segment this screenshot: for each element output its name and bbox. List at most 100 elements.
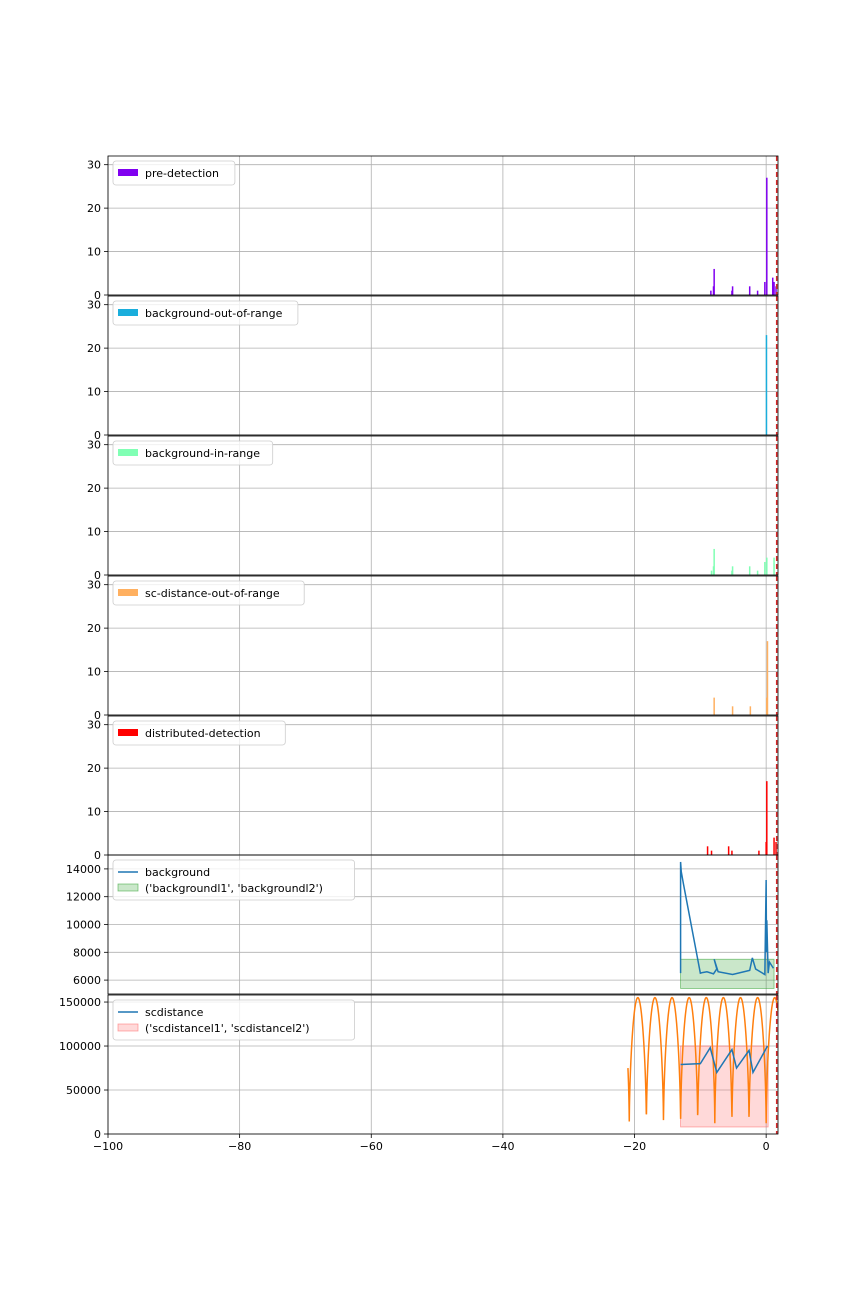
legend-swatch (118, 729, 138, 736)
y-tick-label: 0 (94, 1128, 101, 1141)
y-tick-label: 10 (87, 666, 101, 679)
bar (748, 286, 751, 295)
y-tick-label: 30 (87, 719, 101, 732)
bar (710, 570, 713, 575)
y-tick-label: 6000 (73, 974, 101, 987)
axes-frame (107, 295, 779, 436)
bar (775, 286, 777, 295)
legend-swatch (117, 883, 139, 892)
legend-label: pre-detection (145, 167, 219, 180)
y-tick-label: 10 (87, 386, 101, 399)
bar (727, 846, 730, 855)
y-tick-label: 50000 (66, 1084, 101, 1097)
axes-frame (107, 435, 779, 576)
bar (731, 706, 734, 715)
legend-label: background-in-range (145, 447, 260, 460)
axes-frame (107, 155, 779, 296)
y-tick-label: 20 (87, 762, 101, 775)
y-tick-label: 20 (87, 202, 101, 215)
bar (748, 566, 751, 575)
y-tick-label: 30 (87, 579, 101, 592)
y-tick-label: 14000 (66, 863, 101, 876)
x-tick-label: −40 (491, 1140, 514, 1153)
legend: sc-distance-out-of-range (112, 580, 305, 606)
panel-background-in-range: 0 10 20 30 background-in-range (87, 435, 779, 582)
bar (766, 557, 768, 575)
plot-area (710, 177, 777, 295)
plot-area (679, 861, 775, 989)
legend: background-in-range (112, 440, 274, 466)
bar (773, 837, 775, 855)
y-tick-label: 30 (87, 159, 101, 172)
axes-frame (107, 854, 779, 995)
bar (765, 335, 768, 435)
plot-area (713, 641, 769, 715)
bar (764, 281, 766, 295)
y-tick-label: 0 (94, 429, 101, 442)
bar (731, 850, 733, 855)
panel-sc-distance-out-of-range: 0 10 20 30 sc-distance-out-of-range (87, 575, 779, 722)
panel-scdistance: 0 50000 100000 150000 scdistance ('scdistance… (59, 994, 779, 1153)
bar (764, 561, 766, 575)
y-tick-label: 8000 (73, 946, 101, 959)
plot-area (627, 996, 778, 1128)
y-tick-label: 10 (87, 526, 101, 539)
plot-area (710, 548, 775, 575)
panel-distributed-detection: 0 10 20 30 distributed-detection (87, 715, 779, 862)
y-tick-label: 10000 (66, 919, 101, 932)
x-tick-label: −60 (360, 1140, 383, 1153)
y-tick-label: 12000 (66, 891, 101, 904)
legend: background ('backgroundl1', 'backgroundl2… (112, 859, 356, 901)
bar (766, 641, 769, 715)
legend-swatch (117, 1023, 139, 1032)
bar (731, 566, 734, 575)
legend-label: background-out-of-range (145, 307, 283, 320)
bar (706, 846, 709, 855)
legend-label: distributed-detection (145, 727, 261, 740)
legend-box (112, 999, 356, 1041)
bar (710, 290, 712, 295)
bar (771, 277, 774, 295)
legend: distributed-detection (112, 720, 286, 746)
y-tick-label: 20 (87, 622, 101, 635)
legend-box (112, 300, 299, 326)
legend-label: sc-distance-out-of-range (145, 587, 280, 600)
legend-label: scdistance (145, 1006, 204, 1019)
bar (766, 177, 768, 295)
y-tick-label: 20 (87, 342, 101, 355)
legend-box (112, 440, 274, 466)
y-tick-label: 100000 (59, 1040, 101, 1053)
bar (713, 697, 715, 715)
bar (731, 286, 734, 295)
plot-area (706, 781, 777, 855)
y-tick-label: 30 (87, 439, 101, 452)
y-tick-label: 0 (94, 709, 101, 722)
bar (766, 781, 768, 855)
panel-background: 6000 8000 10000 12000 14000 background ('backg… (66, 854, 779, 995)
legend-swatch (118, 169, 138, 176)
bar (713, 268, 715, 295)
y-tick-label: 0 (94, 569, 101, 582)
panel-pre-detection: 0 10 20 30 pre-detection (87, 155, 779, 302)
bar (756, 290, 759, 295)
orbit-line (627, 996, 778, 1124)
bar (773, 281, 775, 295)
axes-frame (107, 994, 779, 1135)
legend-box (112, 160, 236, 186)
bar (749, 706, 752, 715)
bar (758, 850, 760, 855)
legend-swatch (118, 449, 138, 456)
x-tick-label: −100 (93, 1140, 123, 1153)
y-tick-label: 0 (94, 289, 101, 302)
series-line (679, 861, 775, 976)
legend-box (112, 859, 356, 901)
legend-box (112, 720, 286, 746)
bar (710, 850, 713, 855)
y-tick-label: 0 (94, 849, 101, 862)
plot-area (765, 335, 768, 435)
legend-box (112, 580, 305, 606)
x-tick-label: 0 (763, 1140, 770, 1153)
y-tick-label: 30 (87, 299, 101, 312)
panels-group: 0 10 20 30 pre-detection 0 10 20 30 background-ou… (59, 155, 779, 1153)
